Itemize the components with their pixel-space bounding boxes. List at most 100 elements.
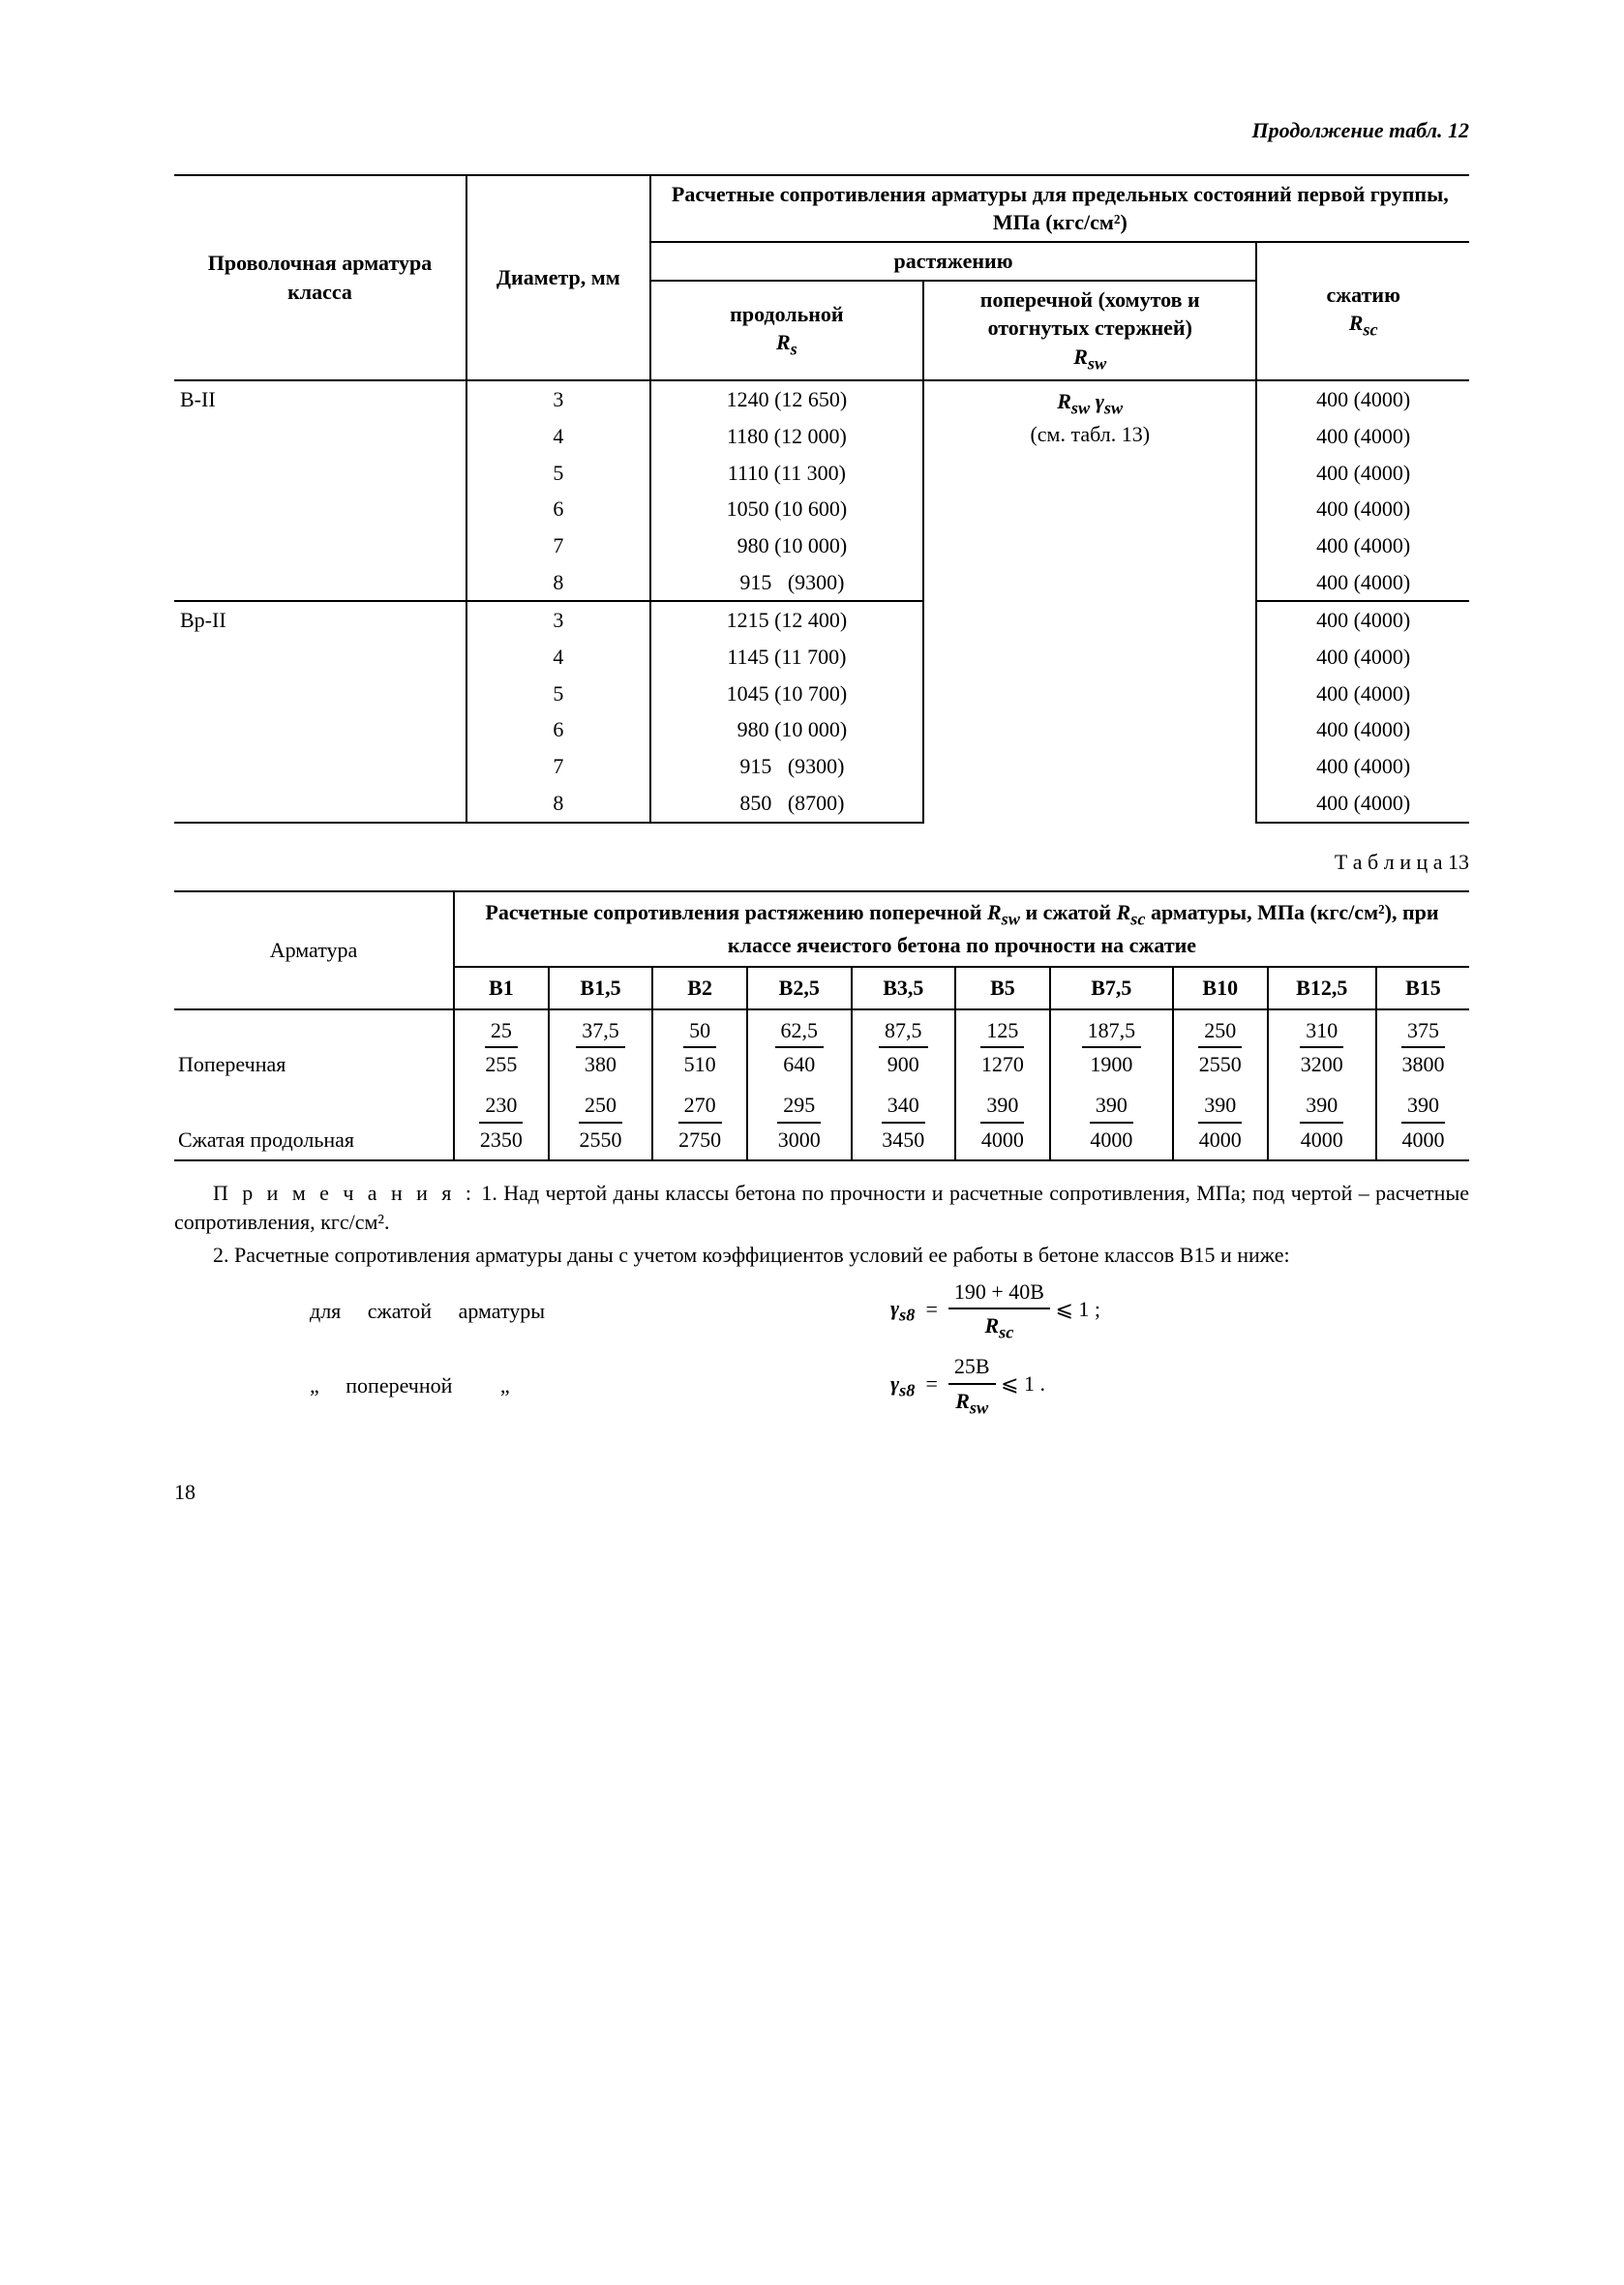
table-cell: 400 (4000)	[1256, 455, 1469, 492]
table-cell: 1240 (12 650)	[650, 380, 923, 418]
table-cell: 4	[466, 418, 650, 455]
table-cell: 400 (4000)	[1256, 564, 1469, 602]
table-cell: 8	[466, 564, 650, 602]
t13-col-header: В12,5	[1268, 967, 1376, 1009]
table-cell: 3	[466, 601, 650, 639]
t13-header: Расчетные сопротивления растяжению попер…	[454, 891, 1469, 967]
t13-col-header: В10	[1173, 967, 1268, 1009]
table-cell: 1110 (11 300)	[650, 455, 923, 492]
table-cell: 2502550	[549, 1085, 653, 1160]
table-cell: 3904000	[1376, 1085, 1469, 1160]
table-cell: 1180 (12 000)	[650, 418, 923, 455]
table-cell: 3904000	[1268, 1085, 1376, 1160]
t13-hmid: и сжатой	[1020, 900, 1117, 924]
table-cell: 400 (4000)	[1256, 491, 1469, 527]
t12-col5-sym: Rsc	[1349, 311, 1378, 335]
formula-1-num: 190 + 40В	[948, 1278, 1050, 1310]
table-cell: 3904000	[1050, 1085, 1173, 1160]
t13-row-label: Сжатая продольная	[174, 1085, 454, 1160]
table-cell: 980 (10 000)	[650, 527, 923, 564]
table-cell: 1145 (11 700)	[650, 639, 923, 676]
table-cell: 400 (4000)	[1256, 785, 1469, 823]
table-13: Арматура Расчетные сопротивления растяже…	[174, 890, 1469, 1161]
note-1: П р и м е ч а н и я : 1. Над чертой даны…	[174, 1179, 1469, 1236]
t12-col3-label: продольной	[730, 302, 843, 326]
t12-group2-name: Вр-II	[174, 601, 466, 639]
table-cell: 8	[466, 785, 650, 823]
t13-col-header: В5	[955, 967, 1050, 1009]
formula-2-den: Rsw	[948, 1385, 996, 1420]
table-cell: 1251270	[955, 1009, 1050, 1085]
table-cell: 2953000	[747, 1085, 852, 1160]
notes-block: П р и м е ч а н и я : 1. Над чертой даны…	[174, 1179, 1469, 1420]
table-cell: 2302350	[454, 1085, 549, 1160]
t12-group-header: Расчетные сопротивления арматуры для пре…	[650, 175, 1469, 242]
t13-col-header: В2	[652, 967, 747, 1009]
t12-col4-sym: Rsw	[1073, 345, 1106, 369]
t13-col-header: В7,5	[1050, 967, 1173, 1009]
note-2: 2. Расчетные сопротивления арматуры даны…	[174, 1241, 1469, 1270]
formula-1-lhs: для сжатой арматуры	[174, 1297, 890, 1326]
table-cell: 37,5380	[549, 1009, 653, 1085]
table-cell: 400 (4000)	[1256, 380, 1469, 418]
t13-col-header: В1,5	[549, 967, 653, 1009]
formula-1-den: Rsc	[948, 1309, 1050, 1344]
t12-col4-label: поперечной (хомутов и отогнутых стержней…	[980, 287, 1200, 341]
table-13-label: Т а б л и ц а 13	[174, 848, 1469, 877]
table-cell: 400 (4000)	[1256, 527, 1469, 564]
t13-h1: Расчетные сопротивления растяжению попер…	[485, 900, 987, 924]
table-cell: 400 (4000)	[1256, 676, 1469, 712]
formula-2-num: 25В	[948, 1352, 996, 1385]
formula-2-tail: ⩽ 1 .	[1001, 1371, 1045, 1396]
gamma-sym-2: γs8	[890, 1371, 915, 1396]
table-cell: 2702750	[652, 1085, 747, 1160]
notes-lead: П р и м е ч а н и я :	[213, 1181, 475, 1205]
table-cell: 1215 (12 400)	[650, 601, 923, 639]
t13-rowhead: Арматура	[174, 891, 454, 1009]
table-cell: 3753800	[1376, 1009, 1469, 1085]
table-cell: 400 (4000)	[1256, 711, 1469, 748]
table-cell: 7	[466, 527, 650, 564]
table-cell: 7	[466, 748, 650, 785]
t12-col3-sym: Rs	[776, 330, 797, 354]
table-cell: 400 (4000)	[1256, 601, 1469, 639]
table-cell: 5	[466, 455, 650, 492]
page-number: 18	[174, 1478, 1469, 1507]
table-cell: 400 (4000)	[1256, 639, 1469, 676]
table-cell: 400 (4000)	[1256, 418, 1469, 455]
table-cell: 3904000	[955, 1085, 1050, 1160]
t12-col1-header: Проволочная арматура класса	[174, 175, 466, 381]
t13-col-header: В3,5	[852, 967, 956, 1009]
table-cell: 4	[466, 639, 650, 676]
table-cell: 980 (10 000)	[650, 711, 923, 748]
table-cell: 850 (8700)	[650, 785, 923, 823]
table-cell: 50510	[652, 1009, 747, 1085]
formula-2-frac: 25В Rsw	[948, 1352, 996, 1420]
table-cell: 915 (9300)	[650, 748, 923, 785]
table-cell: 3103200	[1268, 1009, 1376, 1085]
formula-2-lhs: „ поперечной „	[174, 1371, 890, 1400]
table-cell: 3403450	[852, 1085, 956, 1160]
table-cell: 3	[466, 380, 650, 418]
t12-rsw-note: Rsw γsw (см. табл. 13)	[923, 380, 1256, 601]
table-cell: 1050 (10 600)	[650, 491, 923, 527]
formula-1-tail: ⩽ 1 ;	[1055, 1296, 1100, 1320]
t13-col-header: В1	[454, 967, 549, 1009]
t13-col-header: В2,5	[747, 967, 852, 1009]
t12-col3-header: продольной Rs	[650, 281, 923, 381]
formula-2: „ поперечной „ γs8 = 25В Rsw ⩽ 1 .	[174, 1352, 1469, 1420]
table-cell: 400 (4000)	[1256, 748, 1469, 785]
t12-col5-header: сжатию Rsc	[1256, 242, 1469, 380]
table-cell: 25255	[454, 1009, 549, 1085]
gamma-sym: γs8	[890, 1296, 915, 1320]
table-cell: 1045 (10 700)	[650, 676, 923, 712]
t13-col-header: В15	[1376, 967, 1469, 1009]
t13-row-label: Поперечная	[174, 1009, 454, 1085]
table-cell: 3904000	[1173, 1085, 1268, 1160]
t12-col4-header: поперечной (хомутов и отогнутых стержней…	[923, 281, 1256, 381]
t12-col2-header: Диаметр, мм	[466, 175, 650, 381]
t12-group1-name: В-II	[174, 380, 466, 418]
rsw-see-note: (см. табл. 13)	[1030, 422, 1150, 446]
table-cell: 6	[466, 491, 650, 527]
table-cell: 915 (9300)	[650, 564, 923, 602]
